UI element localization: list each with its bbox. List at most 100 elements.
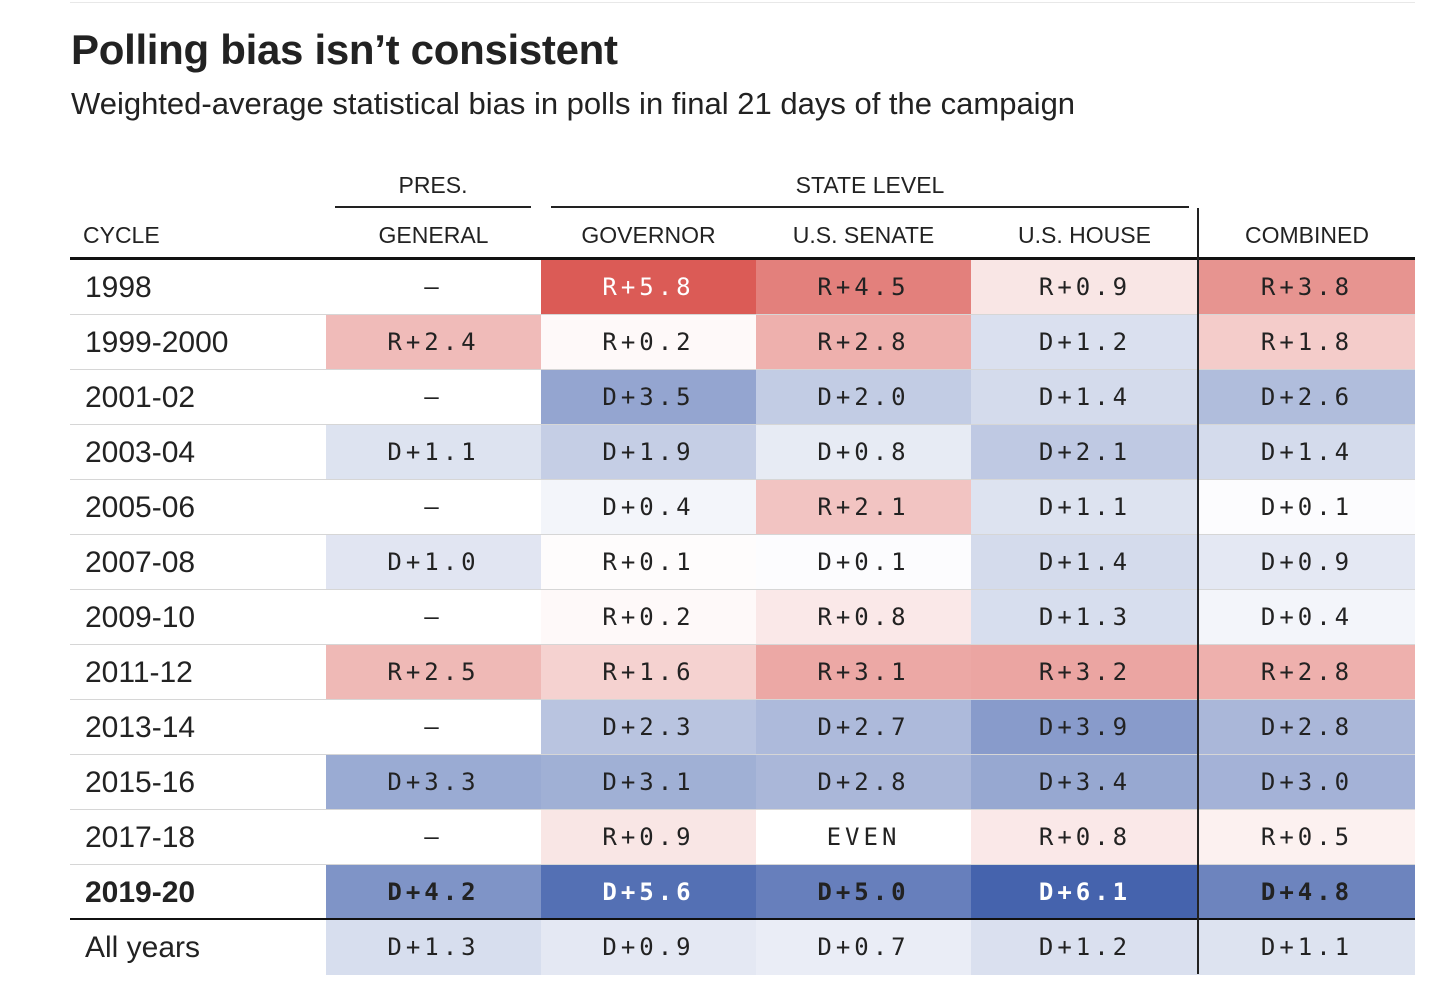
bias-cell-us-senate: R+2.1: [756, 480, 971, 535]
bias-cell-governor: D+1.9: [541, 425, 756, 480]
bias-cell-governor: R+0.2: [541, 315, 756, 370]
bias-cell-general: D+4.2: [326, 865, 541, 920]
cycle-label: 2007-08: [85, 546, 196, 579]
bias-cell-us-house: D+1.2: [971, 315, 1199, 370]
bias-cell-general: R+2.4: [326, 315, 541, 370]
cycle-label: 2009-10: [85, 601, 196, 634]
row-separator: [70, 424, 1415, 425]
bias-cell-us-senate: R+4.5: [756, 260, 971, 315]
bias-cell-us-house: R+0.8: [971, 810, 1199, 865]
bias-cell-combined: D+2.6: [1199, 370, 1415, 425]
bias-cell-governor: D+3.1: [541, 755, 756, 810]
bias-cell-governor: R+5.8: [541, 260, 756, 315]
bias-cell-combined: R+0.5: [1199, 810, 1415, 865]
row-separator: [70, 589, 1415, 590]
bias-cell-us-senate: D+0.8: [756, 425, 971, 480]
bias-cell-combined: D+1.1: [1199, 920, 1415, 975]
bias-cell-governor: R+0.2: [541, 590, 756, 645]
table-row: 2001-02 – D+3.5 D+2.0 D+1.4 D+2.6: [70, 370, 1415, 425]
bias-cell-us-house: D+1.2: [971, 920, 1199, 975]
table-row: 2007-08 D+1.0 R+0.1 D+0.1 D+1.4 D+0.9: [70, 535, 1415, 590]
table-row: All years D+1.3 D+0.9 D+0.7 D+1.2 D+1.1: [70, 920, 1415, 975]
row-separator: [70, 479, 1415, 480]
bias-cell-us-senate: D+5.0: [756, 865, 971, 920]
row-separator: [70, 369, 1415, 370]
bias-cell-governor: D+3.5: [541, 370, 756, 425]
bias-cell-us-senate: EVEN: [756, 810, 971, 865]
column-header-governor: GOVERNOR: [581, 222, 716, 248]
bias-cell-us-senate: R+0.8: [756, 590, 971, 645]
bias-cell-general: R+2.5: [326, 645, 541, 700]
top-rule: [70, 2, 1415, 3]
cycle-label: 2017-18: [85, 821, 196, 854]
bias-cell-combined: R+1.8: [1199, 315, 1415, 370]
table-row: 2019-20 D+4.2 D+5.6 D+5.0 D+6.1 D+4.8: [70, 865, 1415, 920]
row-separator: [70, 754, 1415, 755]
combined-column-divider: [1197, 208, 1199, 974]
header-rule: [70, 257, 1415, 260]
table-row: 2011-12 R+2.5 R+1.6 R+3.1 R+3.2 R+2.8: [70, 645, 1415, 700]
bias-cell-general: –: [326, 260, 541, 315]
group-rule-pres: [335, 206, 531, 208]
column-header-us-house: U.S. HOUSE: [1018, 222, 1151, 248]
bias-cell-us-house: R+0.9: [971, 260, 1199, 315]
cycle-label: 2003-04: [85, 436, 196, 469]
bias-cell-us-house: D+1.4: [971, 370, 1199, 425]
table-row: 1998 – R+5.8 R+4.5 R+0.9 R+3.8: [70, 260, 1415, 315]
row-separator: [70, 918, 1415, 920]
bias-cell-general: D+1.0: [326, 535, 541, 590]
bias-cell-combined: R+3.8: [1199, 260, 1415, 315]
chart-subtitle: Weighted-average statistical bias in pol…: [71, 86, 1076, 121]
bias-cell-us-house: D+2.1: [971, 425, 1199, 480]
cycle-label: 2013-14: [85, 711, 196, 744]
table-row: 2015-16 D+3.3 D+3.1 D+2.8 D+3.4 D+3.0: [70, 755, 1415, 810]
bias-cell-combined: D+0.9: [1199, 535, 1415, 590]
table-row: 2017-18 – R+0.9 EVEN R+0.8 R+0.5: [70, 810, 1415, 865]
bias-cell-us-senate: D+0.7: [756, 920, 971, 975]
cycle-label: 2005-06: [85, 491, 196, 524]
bias-cell-general: D+3.3: [326, 755, 541, 810]
row-separator: [70, 809, 1415, 810]
group-header-pres: PRES.: [398, 172, 468, 198]
bias-cell-us-senate: D+2.0: [756, 370, 971, 425]
bias-cell-governor: R+1.6: [541, 645, 756, 700]
bias-cell-combined: D+4.8: [1199, 865, 1415, 920]
bias-cell-combined: D+2.8: [1199, 700, 1415, 755]
bias-cell-us-house: D+3.9: [971, 700, 1199, 755]
table-row: 2003-04 D+1.1 D+1.9 D+0.8 D+2.1 D+1.4: [70, 425, 1415, 480]
table-row: 1999-2000 R+2.4 R+0.2 R+2.8 D+1.2 R+1.8: [70, 315, 1415, 370]
group-rule-state-level: [551, 206, 1189, 208]
cycle-label: 1999-2000: [85, 326, 229, 359]
bias-cell-governor: D+2.3: [541, 700, 756, 755]
cycle-label: 2019-20: [85, 876, 196, 909]
column-header-cycle: CYCLE: [83, 222, 160, 248]
cycle-label: 2015-16: [85, 766, 196, 799]
bias-cell-us-senate: R+3.1: [756, 645, 971, 700]
chart-title: Polling bias isn’t consistent: [71, 26, 618, 73]
row-separator: [70, 864, 1415, 865]
column-header-us-senate: U.S. SENATE: [792, 222, 935, 248]
column-header-general: GENERAL: [378, 222, 489, 248]
bias-cell-general: –: [326, 700, 541, 755]
bias-cell-general: –: [326, 480, 541, 535]
bias-cell-governor: R+0.1: [541, 535, 756, 590]
bias-cell-general: –: [326, 370, 541, 425]
bias-cell-combined: D+1.4: [1199, 425, 1415, 480]
bias-cell-us-senate: D+2.8: [756, 755, 971, 810]
bias-cell-combined: D+0.4: [1199, 590, 1415, 645]
table-row: 2005-06 – D+0.4 R+2.1 D+1.1 D+0.1: [70, 480, 1415, 535]
cycle-label: 1998: [85, 271, 152, 304]
bias-cell-governor: D+0.9: [541, 920, 756, 975]
bias-cell-us-house: R+3.2: [971, 645, 1199, 700]
bias-cell-general: D+1.3: [326, 920, 541, 975]
bias-cell-us-senate: D+2.7: [756, 700, 971, 755]
table-row: 2013-14 – D+2.3 D+2.7 D+3.9 D+2.8: [70, 700, 1415, 755]
cycle-label: All years: [85, 931, 201, 964]
bias-cell-us-senate: D+0.1: [756, 535, 971, 590]
bias-cell-combined: D+3.0: [1199, 755, 1415, 810]
bias-cell-us-house: D+1.4: [971, 535, 1199, 590]
bias-cell-us-house: D+1.1: [971, 480, 1199, 535]
row-separator: [70, 699, 1415, 700]
bias-cell-combined: D+0.1: [1199, 480, 1415, 535]
bias-cell-governor: D+0.4: [541, 480, 756, 535]
